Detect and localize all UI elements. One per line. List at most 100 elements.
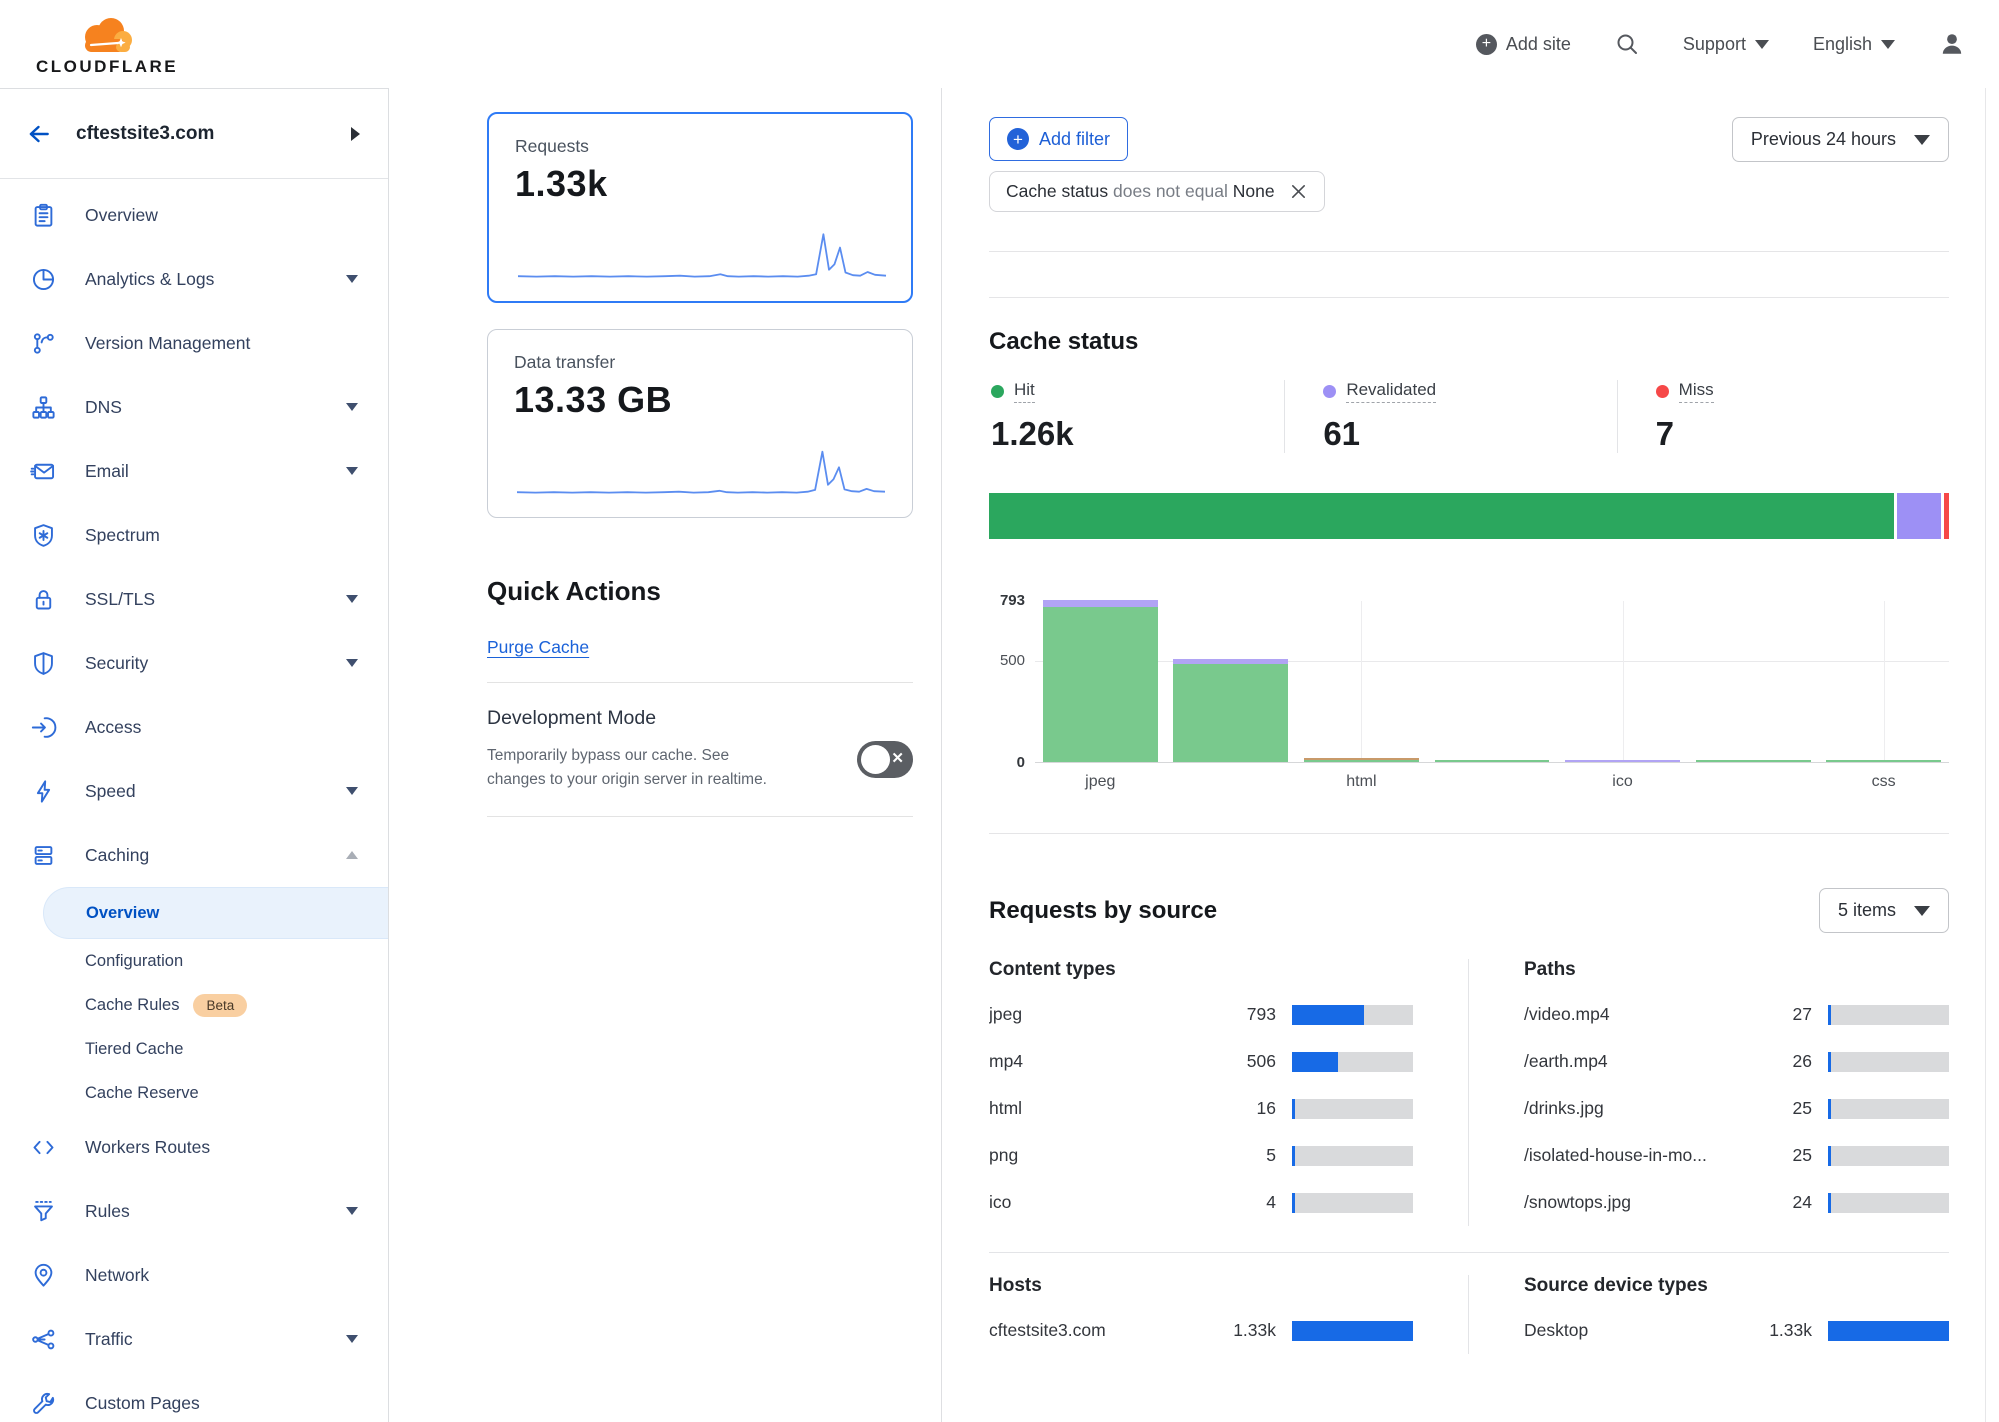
sidebar-subitem-label: Cache Rules (85, 995, 180, 1014)
chevron-up-icon (346, 851, 358, 859)
x-tick-html: html (1346, 773, 1377, 790)
row-bar-fill (1828, 1051, 1831, 1072)
items-count-label: 5 items (1837, 900, 1896, 920)
row-bar-fill (1292, 1051, 1338, 1072)
sidebar-item-workers-routes[interactable]: Workers Routes (0, 1115, 388, 1179)
data-transfer-card[interactable]: Data transfer 13.33 GB (487, 329, 913, 518)
sidebar-item-label: Access (85, 716, 142, 737)
bar-css (1826, 760, 1942, 762)
row-value: 24 (1792, 1192, 1812, 1212)
remove-filter-icon[interactable] (1289, 182, 1308, 201)
row-value: 1.33k (1233, 1320, 1276, 1340)
data-transfer-card-label: Data transfer (514, 352, 616, 372)
revalidated-value: 61 (1323, 415, 1361, 452)
sidebar-item-rules[interactable]: Rules (0, 1179, 388, 1243)
sidebar-item-network[interactable]: Network (0, 1243, 388, 1307)
gridline-category (1361, 601, 1363, 762)
row-bar-track (1292, 1004, 1413, 1025)
sidebar-subitem-cache-reserve[interactable]: Cache Reserve (0, 1071, 388, 1115)
cache-status-stat-revalidated: Revalidated 61 (1284, 380, 1616, 453)
miss-label[interactable]: Miss (1678, 380, 1714, 403)
sidebar-item-caching[interactable]: Caching (0, 823, 388, 887)
hit-label[interactable]: Hit (1014, 380, 1035, 403)
bars-layer (1035, 600, 1949, 762)
row-label: mp4 (989, 1051, 1024, 1071)
sidebar-item-custom-pages[interactable]: Custom Pages (0, 1371, 388, 1422)
sidebar-item-spectrum[interactable]: Spectrum (0, 503, 388, 567)
sidebar-subitem-overview[interactable]: Overview (43, 887, 388, 939)
purge-cache-link[interactable]: Purge Cache (487, 637, 590, 657)
sidebar-item-dns[interactable]: DNS (0, 375, 388, 439)
bar-col5 (1695, 760, 1811, 762)
language-menu[interactable]: English (1813, 34, 1895, 55)
filter-chip-operator: does not equal (1113, 181, 1228, 201)
beta-badge: Beta (193, 993, 248, 1017)
filter-chip-field: Cache status (1006, 181, 1109, 201)
chart-y-axis: 793 500 0 (989, 592, 1035, 771)
email-icon (30, 458, 57, 485)
row-bar-track (1292, 1051, 1413, 1072)
row-bar-track (1292, 1145, 1413, 1166)
sidebar-item-email[interactable]: Email (0, 439, 388, 503)
hit-value: 1.26k (991, 415, 1074, 452)
sidebar-item-label: DNS (85, 396, 122, 417)
row-bar-fill (1292, 1145, 1295, 1166)
x-tick-blank (1688, 773, 1819, 791)
requests-by-source-section: Requests by source 5 items Content types… (989, 864, 1949, 1414)
sidebar-subitem-cache-rules[interactable]: Cache Rules Beta (0, 983, 388, 1027)
sidebar-item-security[interactable]: Security (0, 631, 388, 695)
bar-segment-hit (1173, 664, 1289, 762)
row-value: 27 (1792, 1004, 1812, 1024)
bar-slot-css (1818, 601, 1949, 762)
bar-html (1303, 758, 1419, 762)
sidebar-item-overview[interactable]: Overview (0, 183, 388, 247)
sidebar-item-access[interactable]: Access (0, 695, 388, 759)
paths-title: Paths (1524, 959, 1576, 980)
table-row: Desktop 1.33k (1524, 1307, 1949, 1354)
user-icon[interactable] (1939, 31, 1965, 57)
development-mode-toggle[interactable]: ✕ (857, 741, 913, 778)
requests-card-value: 1.33k (515, 163, 608, 204)
time-range-select[interactable]: Previous 24 hours (1731, 117, 1949, 162)
row-bar-track (1828, 1320, 1949, 1341)
support-menu[interactable]: Support (1683, 34, 1769, 55)
add-site-button[interactable]: + Add site (1475, 33, 1571, 55)
chevron-down-icon (1914, 134, 1930, 145)
development-mode-description: Temporarily bypass our cache. See change… (487, 747, 767, 789)
sidebar-subitem-tiered-cache[interactable]: Tiered Cache (0, 1027, 388, 1071)
sidebar-subitem-configuration[interactable]: Configuration (0, 939, 388, 983)
x-tick-jpeg: jpeg (1085, 773, 1116, 790)
table-row: /video.mp4 27 (1524, 991, 1949, 1038)
requests-card[interactable]: Requests 1.33k (487, 112, 913, 303)
cache-status-title: Cache status (989, 328, 1139, 355)
search-icon[interactable] (1615, 32, 1639, 56)
row-bar-fill (1292, 1098, 1295, 1119)
cloudflare-logo[interactable]: CLOUDFLARE (36, 16, 178, 77)
add-filter-label: Add filter (1039, 128, 1111, 149)
sidebar-item-label: SSL/TLS (85, 588, 156, 609)
back-icon[interactable] (26, 121, 52, 147)
stacked-segment-hit (989, 493, 1895, 539)
chevron-down-icon (346, 467, 358, 475)
caching-icon (30, 842, 57, 869)
add-filter-button[interactable]: + Add filter (989, 117, 1129, 161)
quick-actions-title: Quick Actions (487, 576, 661, 606)
chevron-down-icon (346, 659, 358, 667)
table-row: cftestsite3.com 1.33k (989, 1307, 1413, 1354)
items-count-select[interactable]: 5 items (1818, 888, 1949, 933)
sidebar-item-traffic[interactable]: Traffic (0, 1307, 388, 1371)
sidebar-item-label: Version Management (85, 332, 251, 353)
sidebar-item-version-management[interactable]: Version Management (0, 311, 388, 375)
sidebar-item-analytics-logs[interactable]: Analytics & Logs (0, 247, 388, 311)
row-bar-track (1292, 1320, 1413, 1341)
filter-chip[interactable]: Cache status does not equal None (989, 171, 1325, 212)
sidebar-item-speed[interactable]: Speed (0, 759, 388, 823)
bar-segment-hit (1434, 760, 1550, 762)
y-tick-500: 500 (999, 651, 1025, 669)
table-row: html 16 (989, 1085, 1413, 1132)
revalidated-label[interactable]: Revalidated (1346, 380, 1437, 403)
time-range-label: Previous 24 hours (1750, 129, 1896, 149)
row-label: /isolated-house-in-mo... (1524, 1145, 1707, 1165)
sidebar-item-ssl-tls[interactable]: SSL/TLS (0, 567, 388, 631)
chevron-right-icon[interactable] (351, 126, 360, 141)
